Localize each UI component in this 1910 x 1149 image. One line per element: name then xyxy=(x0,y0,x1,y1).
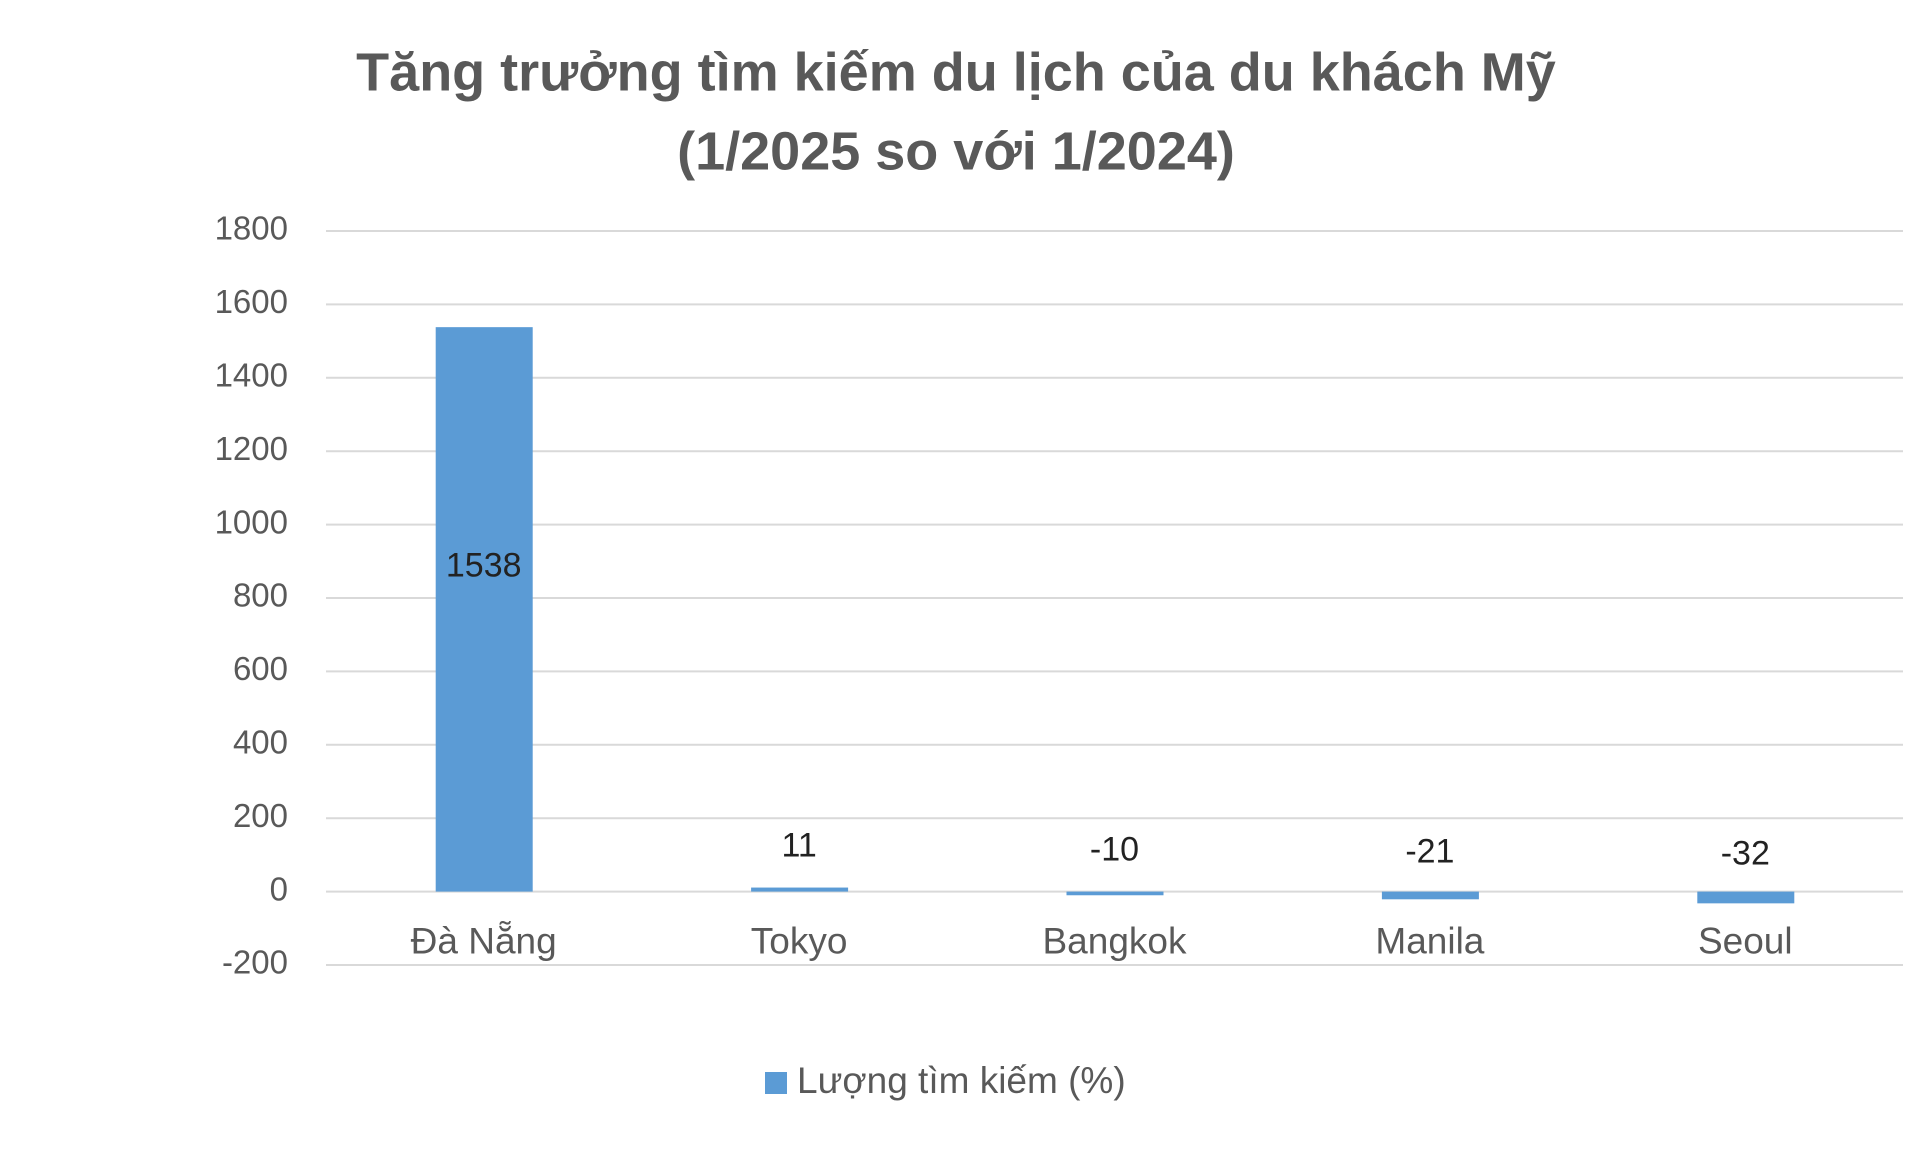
bar xyxy=(435,327,533,892)
y-tick-label: 0 xyxy=(270,870,288,907)
x-tick-label: Seoul xyxy=(1698,920,1793,961)
y-tick-label: 1400 xyxy=(215,357,288,394)
y-tick-label: -200 xyxy=(222,944,288,981)
y-tick-label: 600 xyxy=(233,650,288,687)
bar xyxy=(1066,891,1164,896)
x-tick-label: Bangkok xyxy=(1043,920,1187,961)
value-label: -32 xyxy=(1721,834,1770,872)
value-label: 1538 xyxy=(446,546,522,584)
legend-label: Lượng tìm kiếm (%) xyxy=(797,1060,1126,1101)
bar xyxy=(1381,891,1479,900)
bar xyxy=(751,887,849,892)
y-tick-label: 1000 xyxy=(215,503,288,540)
y-tick-label: 400 xyxy=(233,724,288,761)
value-label: 11 xyxy=(781,827,816,865)
x-tick-label: Đà Nẵng xyxy=(411,920,557,961)
y-tick-label: 200 xyxy=(233,797,288,834)
chart-title: Tăng trưởng tìm kiếm du lịch của du khác… xyxy=(356,42,1556,102)
y-tick-label: 1200 xyxy=(215,430,288,467)
y-tick-label: 800 xyxy=(233,577,288,614)
legend-swatch xyxy=(765,1072,787,1094)
y-tick-label: 1800 xyxy=(215,210,288,247)
y-tick-label: 1600 xyxy=(215,283,288,320)
chart-title: (1/2025 so với 1/2024) xyxy=(677,121,1235,181)
value-label: -10 xyxy=(1090,830,1139,868)
bar xyxy=(1697,891,1795,904)
x-tick-label: Tokyo xyxy=(751,920,848,961)
x-tick-label: Manila xyxy=(1375,920,1484,961)
value-label: -21 xyxy=(1405,832,1454,870)
